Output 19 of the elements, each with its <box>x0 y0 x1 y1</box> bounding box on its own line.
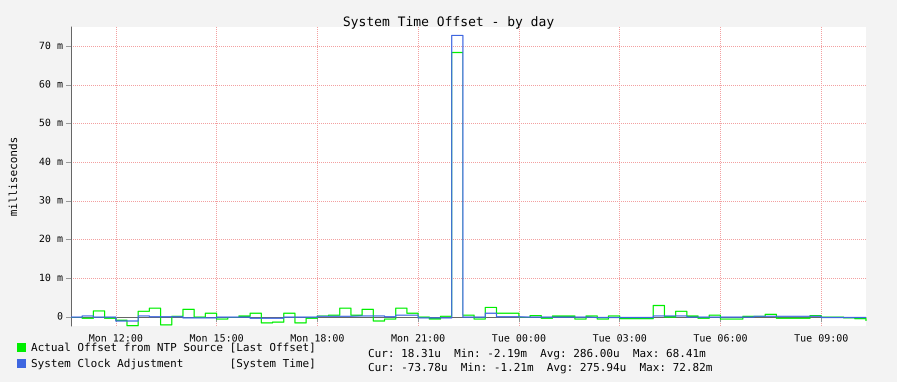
x-tick-label: Tue 00:00 <box>492 334 546 344</box>
y-tick-label: 40 m <box>38 156 63 168</box>
x-tick-label: Tue 06:00 <box>693 334 748 344</box>
text: Cur: -73.78u Min: -1.21m Avg: 275.94u Max: 72.82m <box>368 361 713 374</box>
x-tick-label: Mon 21:00 <box>391 334 446 344</box>
text: Cur: 18.31u Min: -2.19m Avg: 286.00u Max: 68.41m <box>368 347 706 360</box>
x-tick-label: Tue 03:00 <box>592 334 647 344</box>
legend-label: Actual Offset from NTP Source [Last Offset] <box>31 341 316 354</box>
y-axis-title: milliseconds <box>7 136 20 216</box>
y-tick-label: 70 m <box>38 40 63 52</box>
y-tick-label: 60 m <box>38 80 63 91</box>
legend-label: System Clock Adjustment [System Time] <box>31 357 316 370</box>
y-tick-label: 10 m <box>38 272 63 284</box>
chart-title: System Time Offset - by day <box>342 15 554 30</box>
y-tick-label: 30 m <box>38 196 63 207</box>
x-tick-label: Tue 09:00 <box>794 334 848 344</box>
y-tick-label: 0 <box>56 312 63 323</box>
y-tick-label: 50 m <box>38 118 63 130</box>
y-tick-label: 20 m <box>38 234 63 246</box>
